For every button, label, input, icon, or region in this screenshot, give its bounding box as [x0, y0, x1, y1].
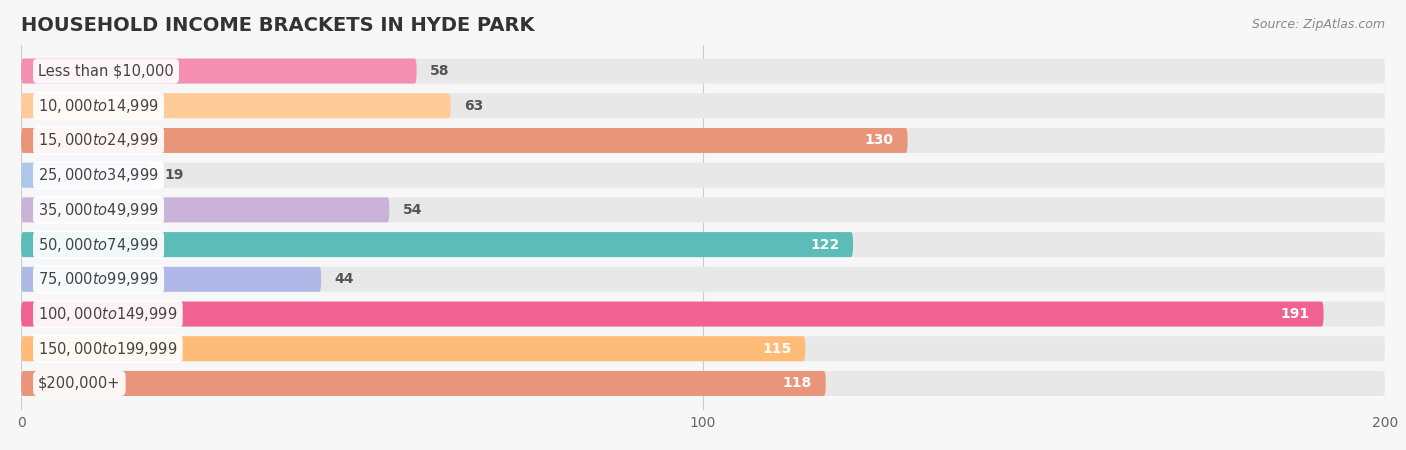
Text: 19: 19 — [165, 168, 184, 182]
FancyBboxPatch shape — [21, 58, 1385, 84]
FancyBboxPatch shape — [21, 163, 150, 188]
Text: 118: 118 — [783, 377, 813, 391]
Text: 44: 44 — [335, 272, 354, 286]
Text: 58: 58 — [430, 64, 450, 78]
Text: $25,000 to $34,999: $25,000 to $34,999 — [38, 166, 159, 184]
FancyBboxPatch shape — [21, 267, 1385, 292]
FancyBboxPatch shape — [21, 128, 908, 153]
FancyBboxPatch shape — [21, 371, 825, 396]
FancyBboxPatch shape — [21, 302, 1323, 327]
Text: $150,000 to $199,999: $150,000 to $199,999 — [38, 340, 177, 358]
FancyBboxPatch shape — [21, 336, 1385, 361]
Text: 115: 115 — [762, 342, 792, 356]
Text: 191: 191 — [1281, 307, 1310, 321]
Text: $200,000+: $200,000+ — [38, 376, 121, 391]
Text: 54: 54 — [404, 203, 422, 217]
Text: 122: 122 — [810, 238, 839, 252]
FancyBboxPatch shape — [21, 267, 321, 292]
Text: $15,000 to $24,999: $15,000 to $24,999 — [38, 131, 159, 149]
Text: 130: 130 — [865, 134, 894, 148]
FancyBboxPatch shape — [21, 128, 1385, 153]
Text: $35,000 to $49,999: $35,000 to $49,999 — [38, 201, 159, 219]
Text: Less than $10,000: Less than $10,000 — [38, 63, 174, 79]
FancyBboxPatch shape — [21, 232, 853, 257]
FancyBboxPatch shape — [21, 93, 451, 118]
Text: $10,000 to $14,999: $10,000 to $14,999 — [38, 97, 159, 115]
Text: Source: ZipAtlas.com: Source: ZipAtlas.com — [1251, 18, 1385, 31]
FancyBboxPatch shape — [21, 336, 806, 361]
FancyBboxPatch shape — [21, 302, 1385, 327]
FancyBboxPatch shape — [21, 163, 1385, 188]
FancyBboxPatch shape — [21, 58, 416, 84]
Text: HOUSEHOLD INCOME BRACKETS IN HYDE PARK: HOUSEHOLD INCOME BRACKETS IN HYDE PARK — [21, 16, 534, 35]
FancyBboxPatch shape — [21, 93, 1385, 118]
FancyBboxPatch shape — [21, 371, 1385, 396]
FancyBboxPatch shape — [21, 232, 1385, 257]
Text: $75,000 to $99,999: $75,000 to $99,999 — [38, 270, 159, 288]
Text: $100,000 to $149,999: $100,000 to $149,999 — [38, 305, 177, 323]
Text: 63: 63 — [464, 99, 484, 113]
FancyBboxPatch shape — [21, 198, 389, 222]
Text: $50,000 to $74,999: $50,000 to $74,999 — [38, 236, 159, 254]
FancyBboxPatch shape — [21, 198, 1385, 222]
